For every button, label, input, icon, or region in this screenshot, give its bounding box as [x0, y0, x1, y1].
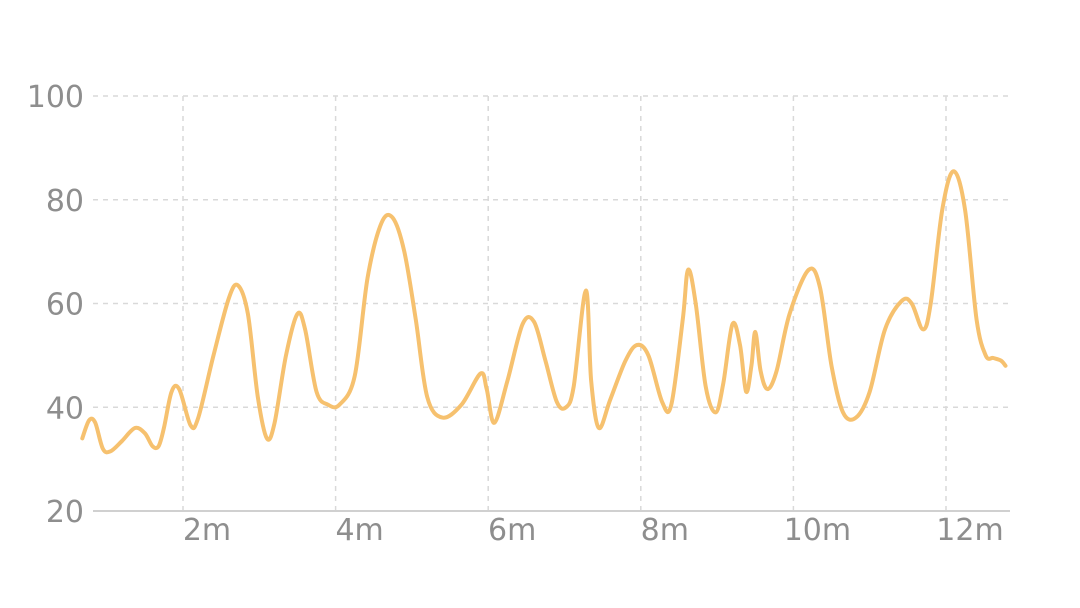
y-tick-label: 40 — [46, 391, 84, 426]
x-tick-label: 10m — [784, 513, 851, 548]
y-tick-label: 60 — [46, 288, 84, 323]
series-line — [82, 171, 1005, 452]
y-tick-label: 80 — [46, 184, 84, 219]
x-tick-label: 4m — [335, 513, 383, 548]
y-tick-label: 100 — [27, 80, 84, 115]
x-tick-label: 2m — [183, 513, 231, 548]
grid — [93, 96, 1010, 511]
series-layer — [82, 171, 1005, 452]
y-tick-label: 20 — [46, 495, 84, 530]
x-tick-label: 8m — [641, 513, 689, 548]
tick-labels: 20 40 60 80 100 2m 4m 6m 8m 10m 12m — [27, 80, 1004, 548]
x-tick-label: 6m — [488, 513, 536, 548]
x-tick-label: 12m — [936, 513, 1003, 548]
